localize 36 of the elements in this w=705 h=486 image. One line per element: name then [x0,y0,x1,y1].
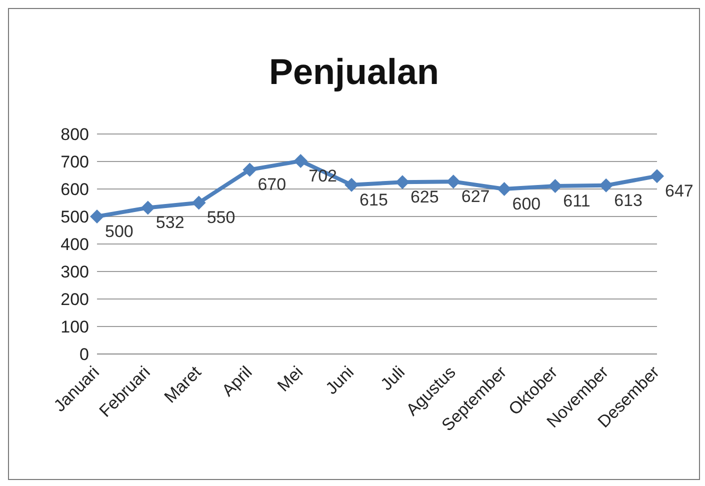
y-tick-label: 200 [60,290,89,310]
data-label: 647 [665,182,694,201]
data-label: 600 [512,194,541,214]
data-label: 550 [206,208,236,228]
data-label: 702 [308,166,338,186]
point [140,200,155,215]
y-tick-label: 100 [60,318,89,337]
data-label: 615 [360,190,388,210]
point [446,174,460,189]
y-tick-label: 300 [60,262,89,282]
point [395,175,410,190]
data-label: 627 [461,187,490,206]
data-label: 613 [614,190,642,210]
y-tick-label: 400 [60,235,89,254]
y-tick-label: 500 [60,208,89,227]
point [242,162,257,177]
y-tick-label: 700 [60,152,89,172]
data-label: 532 [156,213,184,232]
point [344,178,359,192]
x-tick-label: Juli [376,362,408,394]
y-tick-label: 600 [60,180,89,200]
data-label: 611 [563,191,590,210]
data-label: 500 [105,222,134,241]
point [294,154,308,168]
point [497,182,512,196]
y-tick-label: 0 [80,345,89,364]
point [650,169,664,184]
data-label: 670 [258,175,286,194]
data-label: 625 [410,188,439,207]
point [548,178,562,193]
chart-title: Penjualan [268,51,440,93]
point [599,178,614,192]
point [192,196,206,210]
x-tick-label: Mei [274,362,307,396]
point [90,210,104,224]
y-tick-label: 800 [60,125,89,144]
